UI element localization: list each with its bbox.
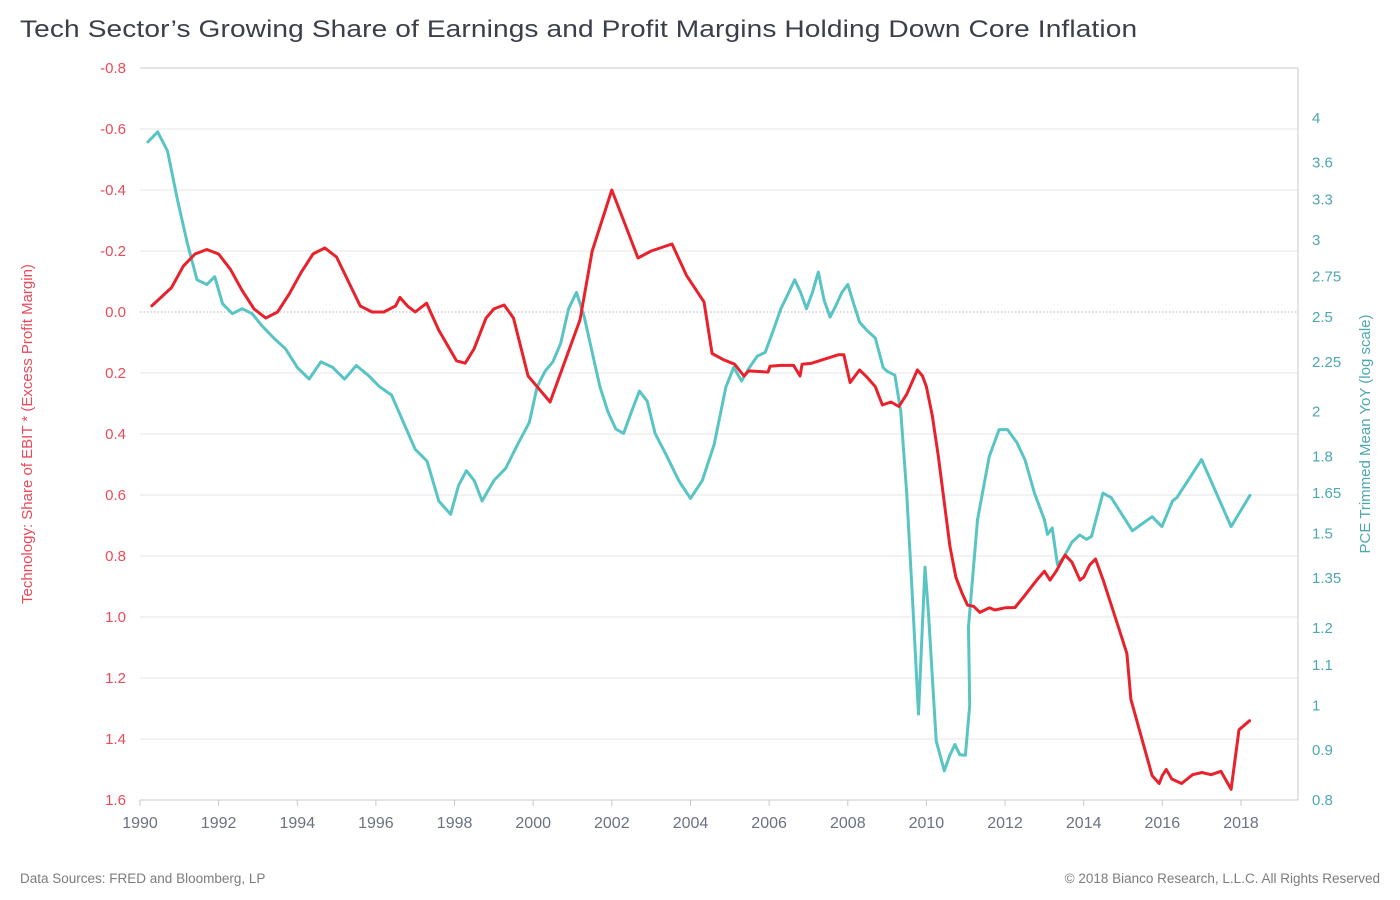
svg-text:4: 4: [1312, 110, 1320, 127]
svg-text:1.4: 1.4: [105, 731, 126, 748]
svg-text:1998: 1998: [437, 815, 473, 832]
svg-text:3.3: 3.3: [1312, 191, 1333, 208]
svg-text:0.0: 0.0: [105, 304, 126, 321]
svg-text:2016: 2016: [1145, 815, 1181, 832]
svg-text:2.25: 2.25: [1312, 354, 1341, 371]
svg-text:2002: 2002: [594, 815, 630, 832]
svg-text:0.6: 0.6: [105, 487, 126, 504]
svg-text:2006: 2006: [751, 815, 787, 832]
svg-text:2012: 2012: [987, 815, 1023, 832]
svg-text:1.8: 1.8: [1312, 448, 1333, 465]
svg-text:3.6: 3.6: [1312, 155, 1333, 172]
svg-text:1994: 1994: [280, 815, 316, 832]
svg-text:-0.4: -0.4: [100, 182, 126, 199]
svg-text:1.5: 1.5: [1312, 526, 1333, 543]
svg-text:1.2: 1.2: [105, 670, 126, 687]
svg-text:2.5: 2.5: [1312, 309, 1333, 326]
svg-text:1.35: 1.35: [1312, 570, 1341, 587]
svg-text:1.2: 1.2: [1312, 620, 1333, 637]
svg-text:2.75: 2.75: [1312, 269, 1341, 286]
svg-text:2008: 2008: [830, 815, 866, 832]
svg-text:1992: 1992: [201, 815, 237, 832]
svg-text:-0.8: -0.8: [100, 60, 126, 77]
svg-text:-0.6: -0.6: [100, 121, 126, 138]
svg-text:-0.2: -0.2: [100, 243, 126, 260]
svg-text:2010: 2010: [909, 815, 945, 832]
svg-text:Technology: Share of EBIT * (E: Technology: Share of EBIT * (Excess Prof…: [19, 264, 36, 604]
svg-text:2000: 2000: [515, 815, 551, 832]
svg-text:1.0: 1.0: [105, 609, 126, 626]
svg-text:1996: 1996: [358, 815, 394, 832]
svg-text:2018: 2018: [1223, 815, 1259, 832]
svg-text:1: 1: [1312, 697, 1320, 714]
svg-text:0.9: 0.9: [1312, 742, 1333, 759]
svg-text:2014: 2014: [1066, 815, 1102, 832]
svg-text:1.1: 1.1: [1312, 657, 1333, 674]
svg-text:0.2: 0.2: [105, 365, 126, 382]
svg-text:1990: 1990: [122, 815, 158, 832]
svg-text:0.4: 0.4: [105, 426, 126, 443]
svg-text:2: 2: [1312, 404, 1320, 421]
svg-text:PCE Trimmed Mean YoY (log scal: PCE Trimmed Mean YoY (log scale): [1357, 314, 1374, 553]
svg-text:2004: 2004: [673, 815, 709, 832]
svg-text:0.8: 0.8: [105, 548, 126, 565]
svg-text:1.65: 1.65: [1312, 485, 1341, 502]
svg-text:0.8: 0.8: [1312, 792, 1333, 809]
svg-text:1.6: 1.6: [105, 792, 126, 809]
svg-text:3: 3: [1312, 232, 1320, 249]
